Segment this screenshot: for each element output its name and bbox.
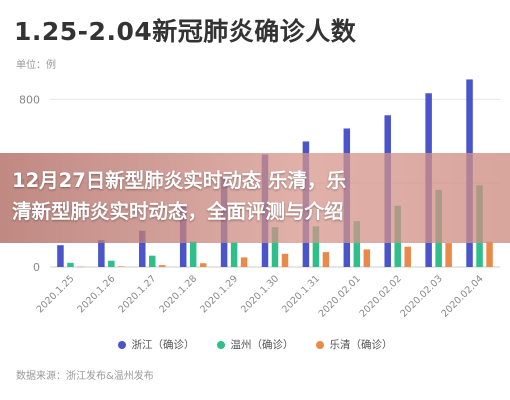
bar-zhejiang-2 <box>139 230 146 267</box>
chart-title: 1.25-2.04新冠肺炎确诊人数 <box>14 17 357 46</box>
bar-yueqing-3 <box>199 263 207 267</box>
y-tick-label: 800 <box>19 93 40 106</box>
legend-swatch <box>117 340 126 349</box>
bar-yueqing-0 <box>77 266 84 268</box>
bar-wenzhou-5 <box>271 227 279 267</box>
data-source: 数据来源：浙江发布&温州发布 <box>16 371 154 382</box>
x-tick-label: 2020.02.03 <box>399 273 445 319</box>
y-tick-label: 0 <box>33 261 40 274</box>
legend-label: 温州（确诊） <box>230 339 294 351</box>
headline-text: 12月27日新型肺炎实时动态 乐清，乐 清新型肺炎实时动态，全面评测与介绍 <box>12 165 502 227</box>
headline-line-1: 12月27日新型肺炎实时动态 乐清，乐 <box>12 169 347 192</box>
bar-zhejiang-0 <box>57 245 64 267</box>
bar-wenzhou-2 <box>149 255 156 267</box>
bar-zhejiang-1 <box>98 240 105 267</box>
unit-label: 单位：例 <box>16 60 56 71</box>
legend-item-wenzhou: 温州（确诊） <box>216 337 294 352</box>
bar-yueqing-6 <box>322 252 330 267</box>
bar-wenzhou-4 <box>230 242 238 267</box>
bar-yueqing-9 <box>445 243 452 267</box>
bar-wenzhou-7 <box>353 221 361 267</box>
bar-yueqing-8 <box>404 246 411 267</box>
x-tick-label: 2020.1.27 <box>116 273 158 315</box>
bar-yueqing-10 <box>486 241 493 267</box>
bar-wenzhou-0 <box>67 262 74 267</box>
bar-yueqing-5 <box>281 253 289 267</box>
legend-label: 乐清（确诊） <box>329 339 393 351</box>
legend-label: 浙江（确诊） <box>131 339 195 351</box>
x-tick-label: 2020.1.31 <box>280 273 322 315</box>
bar-yueqing-1 <box>118 266 125 267</box>
bar-yueqing-4 <box>240 257 248 267</box>
legend-swatch <box>315 340 324 349</box>
x-tick-label: 2020.1.29 <box>198 273 240 315</box>
x-tick-label: 2020.1.26 <box>76 273 118 315</box>
bar-wenzhou-6 <box>312 226 320 267</box>
x-tick-label: 2020.02.04 <box>439 273 485 319</box>
x-tick-label: 2020.1.28 <box>157 273 199 315</box>
x-tick-label: 2020.02.01 <box>317 273 363 319</box>
bar-yueqing-2 <box>159 265 166 267</box>
x-tick-label: 2020.02.02 <box>358 273 404 319</box>
legend-swatch <box>216 340 225 349</box>
headline-banner: 12月27日新型肺炎实时动态 乐清，乐 清新型肺炎实时动态，全面评测与介绍 <box>0 153 510 243</box>
legend-item-zhejiang: 浙江（确诊） <box>117 337 195 352</box>
chart-legend: 浙江（确诊） 温州（确诊） 乐清（确诊） <box>0 337 510 352</box>
headline-line-2: 清新型肺炎实时动态，全面评测与介绍 <box>12 200 344 223</box>
bar-yueqing-7 <box>363 249 371 267</box>
legend-item-yueqing: 乐清（确诊） <box>315 337 393 352</box>
bar-wenzhou-1 <box>108 260 115 267</box>
x-tick-label: 2020.1.30 <box>239 273 281 315</box>
bar-wenzhou-3 <box>189 241 197 267</box>
x-tick-label: 2020.1.25 <box>35 273 77 315</box>
